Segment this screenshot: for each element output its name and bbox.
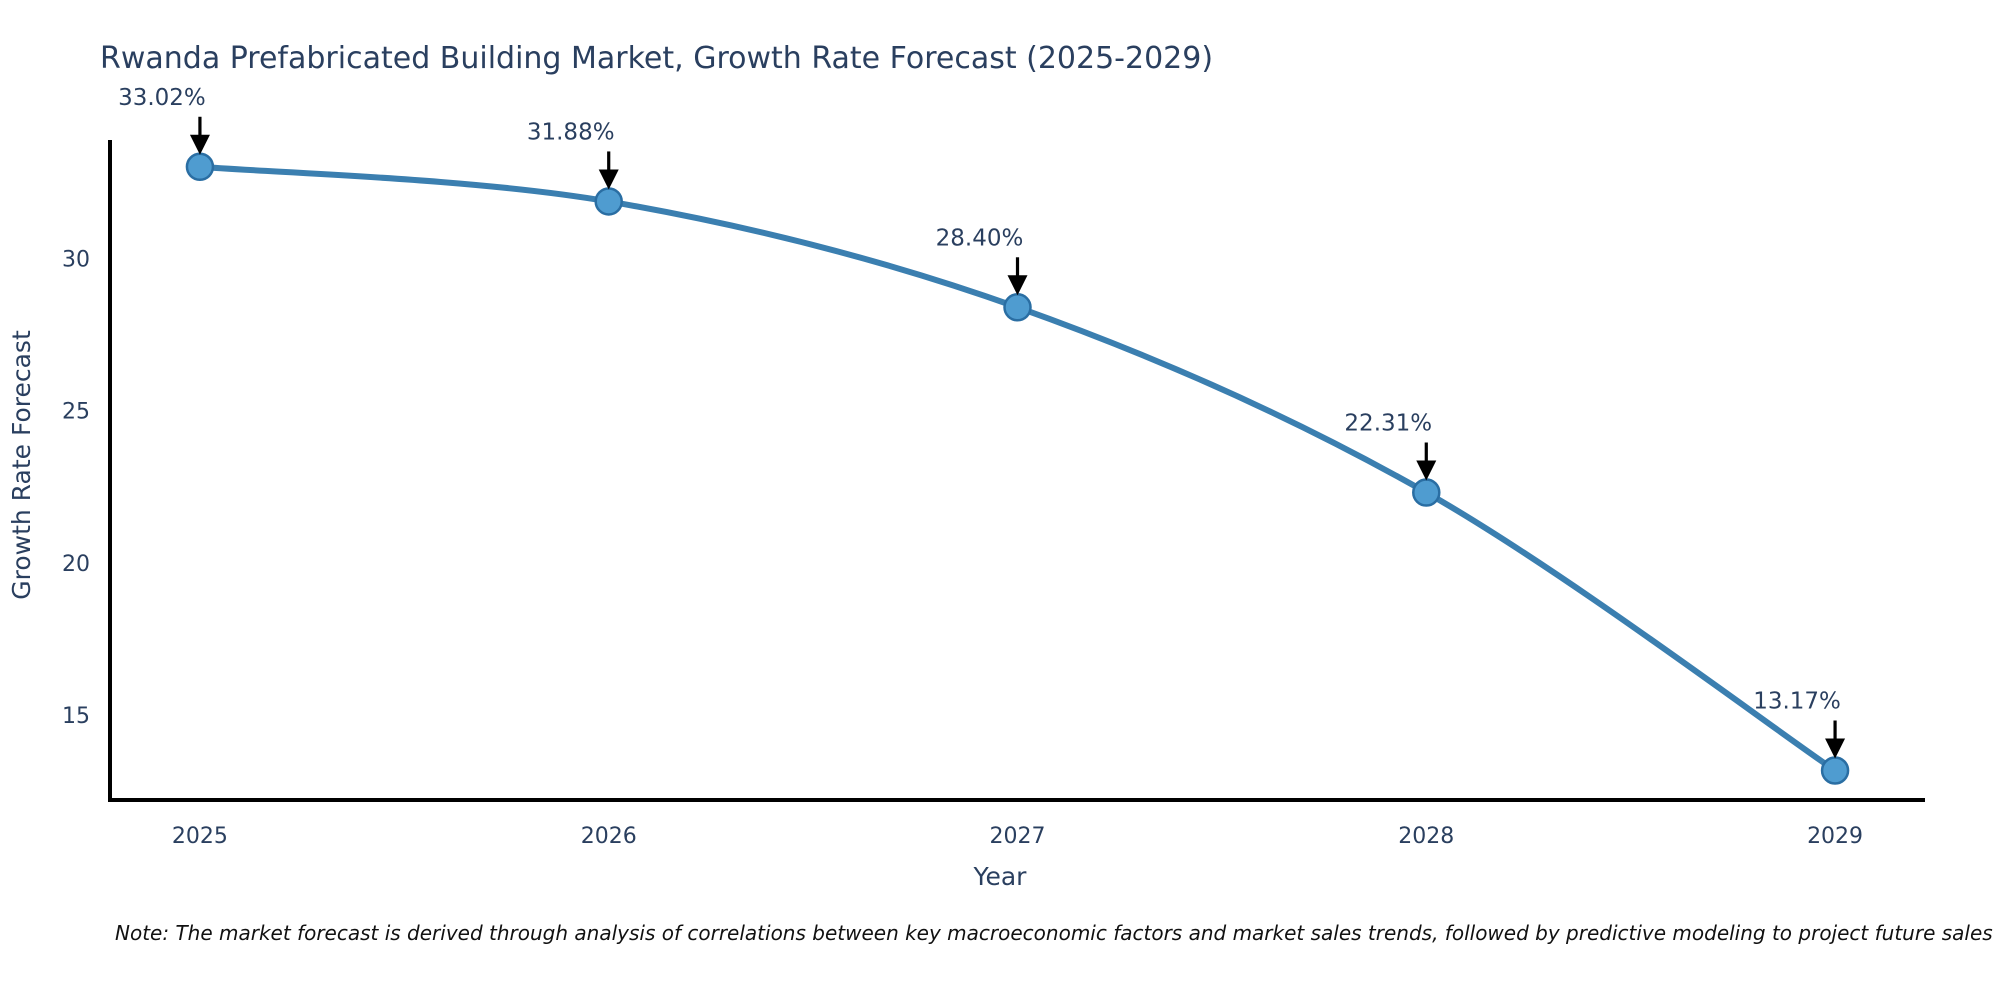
annotation-arrow-head <box>1416 460 1437 481</box>
data-point-label: 28.40% <box>936 225 1024 251</box>
data-label-annotations: 33.02% 31.88% 28.40% 22.31% 13.17% <box>118 85 1846 759</box>
data-point-marker[interactable] <box>1412 478 1441 507</box>
annotation-arrow-head <box>598 169 619 190</box>
y-axis-tick-labels: 30 25 20 15 <box>62 248 90 729</box>
data-point-label: 33.02% <box>118 85 206 111</box>
x-axis-tick-label: 2026 <box>581 824 637 849</box>
x-axis-tick-label: 2027 <box>990 824 1046 849</box>
y-axis-tick-label: 15 <box>62 704 90 729</box>
data-point-label: 31.88% <box>527 119 615 145</box>
y-axis-title: Growth Rate Forecast <box>7 330 36 600</box>
x-axis-tick-label: 2025 <box>172 824 228 849</box>
x-axis-tick-labels: 2025 2026 2027 2028 2029 <box>172 824 1863 849</box>
data-point-label: 22.31% <box>1344 411 1432 437</box>
data-point-label: 13.17% <box>1753 688 1841 714</box>
annotation-arrow-head <box>1825 738 1846 759</box>
footnote-text: Note: The market forecast is derived thr… <box>115 921 1993 945</box>
data-point-markers <box>185 152 1850 785</box>
x-axis-tick-label: 2028 <box>1398 824 1454 849</box>
data-point-marker[interactable] <box>1003 293 1032 322</box>
x-axis-tick-label: 2029 <box>1807 824 1863 849</box>
y-axis-tick-label: 25 <box>62 400 90 425</box>
y-axis-tick-label: 30 <box>62 248 90 273</box>
chart-title: Rwanda Prefabricated Building Market, Gr… <box>100 41 1213 76</box>
data-point-marker[interactable] <box>185 152 215 182</box>
data-point-marker[interactable] <box>594 187 623 216</box>
annotation-arrow-head <box>1007 275 1028 296</box>
x-axis-title: Year <box>973 862 1028 891</box>
annotation-arrow-head <box>189 134 210 155</box>
y-axis-tick-label: 20 <box>62 552 90 577</box>
data-point-marker[interactable] <box>1820 756 1850 785</box>
